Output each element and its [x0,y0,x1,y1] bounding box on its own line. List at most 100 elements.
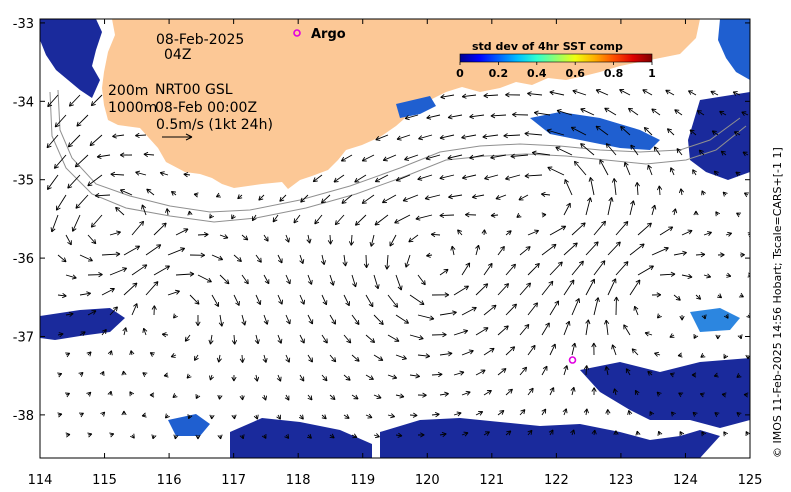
current-arrow [374,174,389,183]
current-arrow [642,89,653,96]
current-arrow [78,371,84,377]
contour-200m [57,89,741,213]
current-arrow [189,252,206,258]
current-arrow [439,268,449,276]
current-arrow [153,265,170,276]
current-arrow [462,174,477,180]
current-arrow [475,369,486,376]
current-arrow [239,434,245,440]
current-arrow [408,234,419,243]
current-arrow [272,214,279,223]
current-arrow [342,254,348,267]
scale-label: 0.5m/s (1kt 24h) [156,117,273,133]
current-arrow [241,314,247,326]
current-arrow [135,132,147,139]
current-arrow [570,386,576,396]
current-arrow [665,89,675,96]
current-arrow [57,293,67,299]
current-arrow [721,392,727,398]
x-tick-label: 117 [221,473,246,488]
current-arrow [307,314,314,325]
current-arrow [151,305,157,316]
current-arrow [258,194,265,201]
current-arrow [527,302,539,316]
current-arrow [659,226,674,236]
current-arrow [57,254,67,263]
current-arrow [461,390,471,396]
current-arrow [447,114,463,120]
current-arrow [527,387,534,396]
current-arrow [657,313,662,319]
current-arrow [595,88,609,96]
current-arrow [90,214,103,228]
colorbar-tick-label: 0.6 [565,67,585,80]
current-arrow [373,394,382,399]
current-arrow [321,334,328,344]
current-arrow [417,314,435,321]
current-arrow [613,430,619,436]
current-arrow [195,394,201,399]
current-arrow [483,93,499,99]
x-tick-label: 121 [479,473,504,488]
current-arrow [461,93,477,99]
current-arrow [715,211,721,217]
current-arrow [703,273,712,279]
current-arrow [634,182,640,196]
current-arrow [46,134,59,149]
current-arrow [505,92,521,98]
current-arrow [555,146,573,156]
current-arrow [651,204,657,216]
current-arrow [415,214,433,221]
current-arrow [141,412,147,418]
current-arrow [439,351,453,357]
current-arrow [404,154,419,161]
current-arrow [299,374,305,382]
current-arrow [387,374,398,380]
current-arrow [699,392,705,398]
current-arrow [593,297,600,316]
current-arrow [439,391,449,397]
current-arrow [320,254,326,265]
current-arrow [54,114,67,128]
current-arrow [495,194,507,200]
current-arrow [570,126,587,136]
current-arrow [439,134,455,140]
current-arrow [461,306,477,316]
current-arrow [739,252,745,258]
current-arrow [505,388,513,396]
current-arrow [715,334,721,340]
current-arrow [130,433,135,439]
current-arrow [231,374,237,382]
current-arrow [696,110,705,116]
current-arrow [510,153,529,159]
current-arrow [99,371,105,376]
current-arrow [101,287,115,296]
current-arrow [527,344,536,356]
current-arrow [53,154,67,169]
current-arrow [497,325,509,336]
current-arrow [145,281,159,296]
current-arrow [395,432,403,438]
current-arrow [121,370,127,376]
current-arrow [483,389,492,396]
current-arrow [409,334,424,341]
current-arrow [736,412,742,417]
current-arrow [519,323,530,336]
current-arrow [193,354,199,361]
x-tick-label: 114 [28,473,53,488]
current-arrow [211,254,224,261]
current-arrow [263,274,270,285]
current-arrow [354,214,367,226]
current-arrow [572,89,587,96]
current-arrow [722,191,728,197]
current-arrow [733,131,741,136]
current-arrow [351,394,359,400]
current-arrow [430,231,441,238]
current-arrow [307,394,313,401]
date-label: 08-Feb-2025 [156,32,244,48]
current-arrow [439,431,447,438]
current-arrow [284,433,290,439]
current-arrow [732,91,741,96]
current-arrow [475,327,489,336]
sst-patch-northeast [718,19,750,80]
